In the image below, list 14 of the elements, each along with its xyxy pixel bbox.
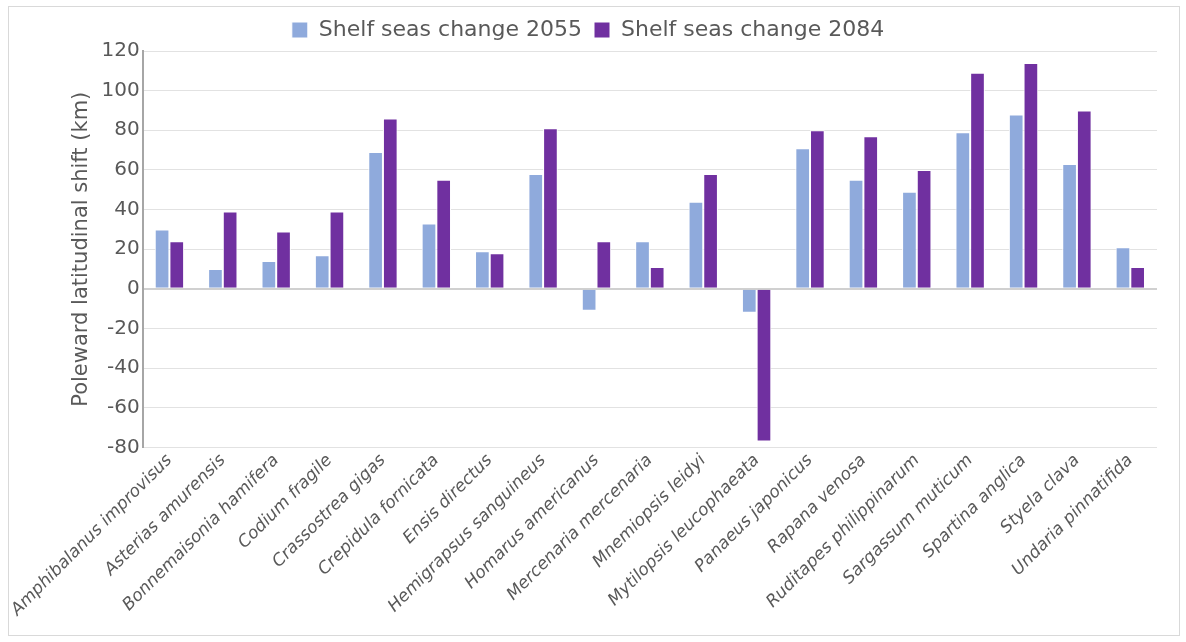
y-tick-label: 100: [101, 76, 140, 101]
y-tick-label: 60: [114, 156, 140, 181]
y-tick-label: -80: [107, 433, 140, 458]
y-tick-label: -60: [107, 394, 140, 419]
legend-label: Shelf seas change 2055: [318, 15, 583, 41]
y-tick-label: 40: [114, 195, 140, 220]
y-tick-label: -40: [107, 354, 140, 379]
y-tick-label: 80: [114, 116, 140, 141]
y-tick-label: -20: [107, 314, 140, 339]
y-tick-label: 120: [101, 37, 140, 62]
y-axis-title: Poleward latitudinal shift (km): [68, 91, 93, 407]
y-tick-label: 0: [126, 275, 140, 300]
legend-label: Shelf seas change 2084: [621, 15, 885, 41]
y-tick-label: 20: [114, 235, 140, 260]
